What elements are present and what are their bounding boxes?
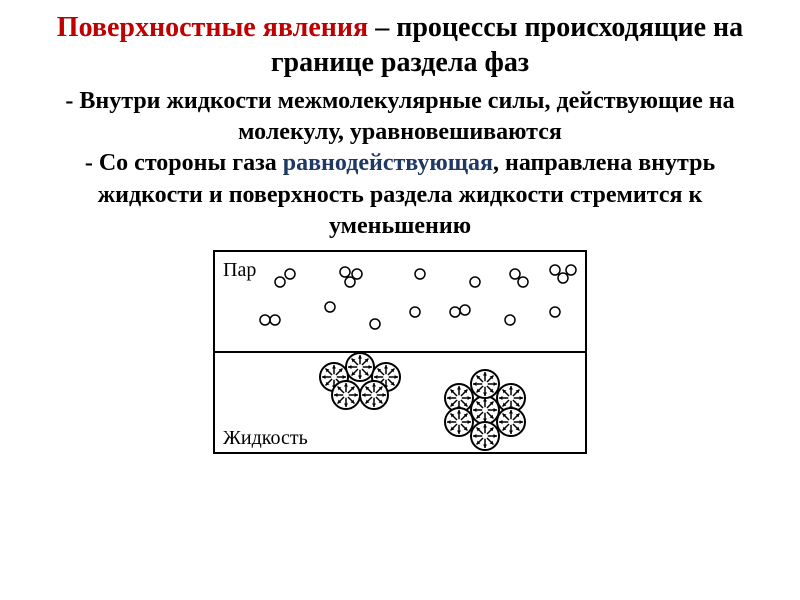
phase-diagram: Пар Жидкость [213, 250, 587, 454]
svg-text:Пар: Пар [223, 259, 256, 281]
bullet-2: - Со стороны газа равнодействующая, напр… [40, 148, 760, 242]
bullet-text-before: Со стороны газа [99, 150, 283, 176]
headline-accent: Поверхностные явления [57, 12, 368, 43]
bullet-keyword: равнодействующая [283, 150, 493, 176]
headline: Поверхностные явления – процессы происхо… [40, 10, 760, 80]
svg-text:Жидкость: Жидкость [223, 427, 308, 449]
bullet-dash: - [65, 86, 73, 117]
bullet-1: - Внутри жидкости межмолекулярные силы, … [40, 86, 760, 148]
bullet-text: Внутри жидкости межмолекулярные силы, де… [79, 88, 734, 145]
bullet-list: - Внутри жидкости межмолекулярные силы, … [40, 86, 760, 242]
diagram-container: Пар Жидкость [40, 250, 760, 459]
slide: Поверхностные явления – процессы происхо… [0, 0, 800, 600]
bullet-dash: - [85, 148, 93, 179]
